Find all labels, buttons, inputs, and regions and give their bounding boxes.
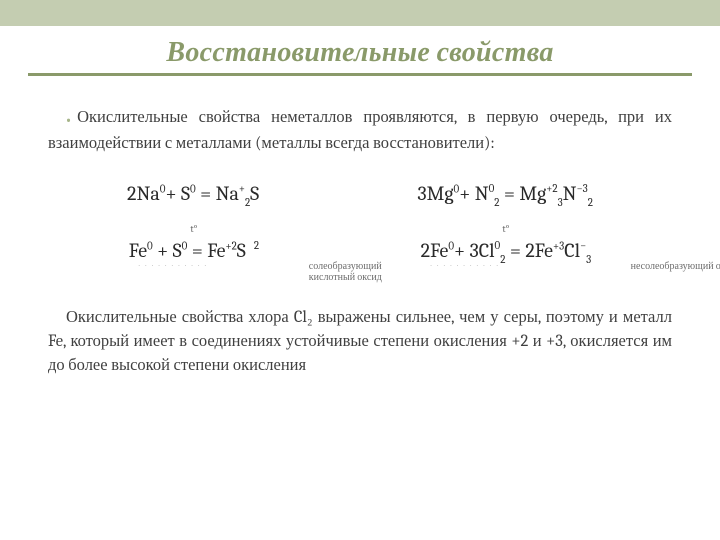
eq3-rs: S [237,239,246,262]
eq4-rcl-sub: 3 [586,253,591,266]
eq4-fe: Fe [430,239,448,262]
salt-note-left: солеобразующий кислотный оксид [309,261,429,284]
equation-row-1: 2Na0+ S0 = Na+2S 3Mg0+ N02 = Mg+23N−32 [48,182,672,205]
eq3-rfe-sup: +2 [225,239,236,252]
eq4-cl-sub: 2 [500,253,505,266]
eq4-rfe-sup: +3 [553,239,564,252]
t-label-left: t° [190,223,197,235]
equation-3: Fe0 + S0 = Fe+2S2 [129,239,259,262]
eq2-mg: Mg [427,182,454,205]
eq3-fe: Fe [129,239,147,262]
eq2-eq: = [499,182,519,205]
eq4-rcl-sup: − [580,239,586,252]
eq1-rna-sub: 2 [245,196,250,209]
paragraph-1-text: Окислительные свойства неметаллов проявл… [48,108,672,153]
equation-4-wrap: t° 2Fe0+ 3Cl02 = 2Fe+3Cl−3 · · · · · · ·… [421,239,592,262]
salt-note-right: несолеобразующий оксид [631,261,720,273]
eq1-rna: Na [216,182,239,205]
equation-3-wrap: t° Fe0 + S0 = Fe+2S2 · · · · · · · · · ·… [129,239,259,262]
bullet-dot: . [66,102,71,128]
eq1-rna-sup: + [239,182,245,195]
eq3-eq: = [187,239,207,262]
slide-title: Восстановительные свойства [0,36,720,69]
eq2-rmg-sub: 3 [558,196,563,209]
eq4-rcl: Cl [564,239,580,262]
eq4-bcoef: 3 [470,239,479,262]
eq4-rfe: Fe [535,239,553,262]
eq2-n-sup: 0 [489,182,495,195]
equation-1: 2Na0+ S0 = Na+2S [127,182,259,205]
eq4-cl: Cl [479,239,495,262]
title-block: Восстановительные свойства [0,26,720,82]
eq2-rmg-sup: +2 [546,182,557,195]
eq1-coef: 2 [127,182,136,205]
equation-row-2: t° Fe0 + S0 = Fe+2S2 · · · · · · · · · ·… [48,239,672,262]
paragraph-2-text: Окислительные свойства хлора Cl₂ выражен… [48,308,672,375]
equation-4: 2Fe0+ 3Cl02 = 2Fe+3Cl−3 [421,239,592,262]
eq4-plus: + [454,239,469,262]
eq2-rn-sup: −3 [577,182,588,195]
content-block: .Окислительные свойства неметаллов прояв… [0,82,720,378]
eq3-plus: + [153,239,173,262]
equation-2: 3Mg0+ N02 = Mg+23N−32 [417,182,593,205]
eq1-rs: S [250,182,259,205]
eq2-plus: + [459,182,474,205]
eq2-rn: N [563,182,577,205]
dots-pattern-right: · · · · · · · · · · · [431,261,500,271]
dots-pattern-left: · · · · · · · · · · · [139,261,208,271]
eq2-n: N [475,182,489,205]
top-bar [0,0,720,26]
eq2-coef: 3 [417,182,426,205]
eq4-cl-sup: 0 [495,239,501,252]
eq2-rmg: Mg [519,182,546,205]
eq2-n-sub: 2 [494,196,499,209]
eq3-rfe: Fe [207,239,225,262]
eq4-rcoef: 2 [525,239,534,262]
eq4-coef: 2 [421,239,430,262]
eq3-trail: 2 [254,239,259,252]
eq3-s: S [173,239,182,262]
eq4-eq: = [505,239,525,262]
paragraph-2: Окислительные свойства хлора Cl₂ выражен… [48,306,672,378]
paragraph-1: .Окислительные свойства неметаллов прояв… [48,100,672,156]
eq2-rn-sub: 2 [588,196,593,209]
title-rule [28,73,692,76]
eq1-na: Na [137,182,160,205]
slide-page: Восстановительные свойства .Окислительны… [0,0,720,540]
eq1-eq: = [196,182,216,205]
eq1-s: S [181,182,190,205]
t-label-right: t° [502,223,509,235]
eq1-plus: + [165,182,180,205]
